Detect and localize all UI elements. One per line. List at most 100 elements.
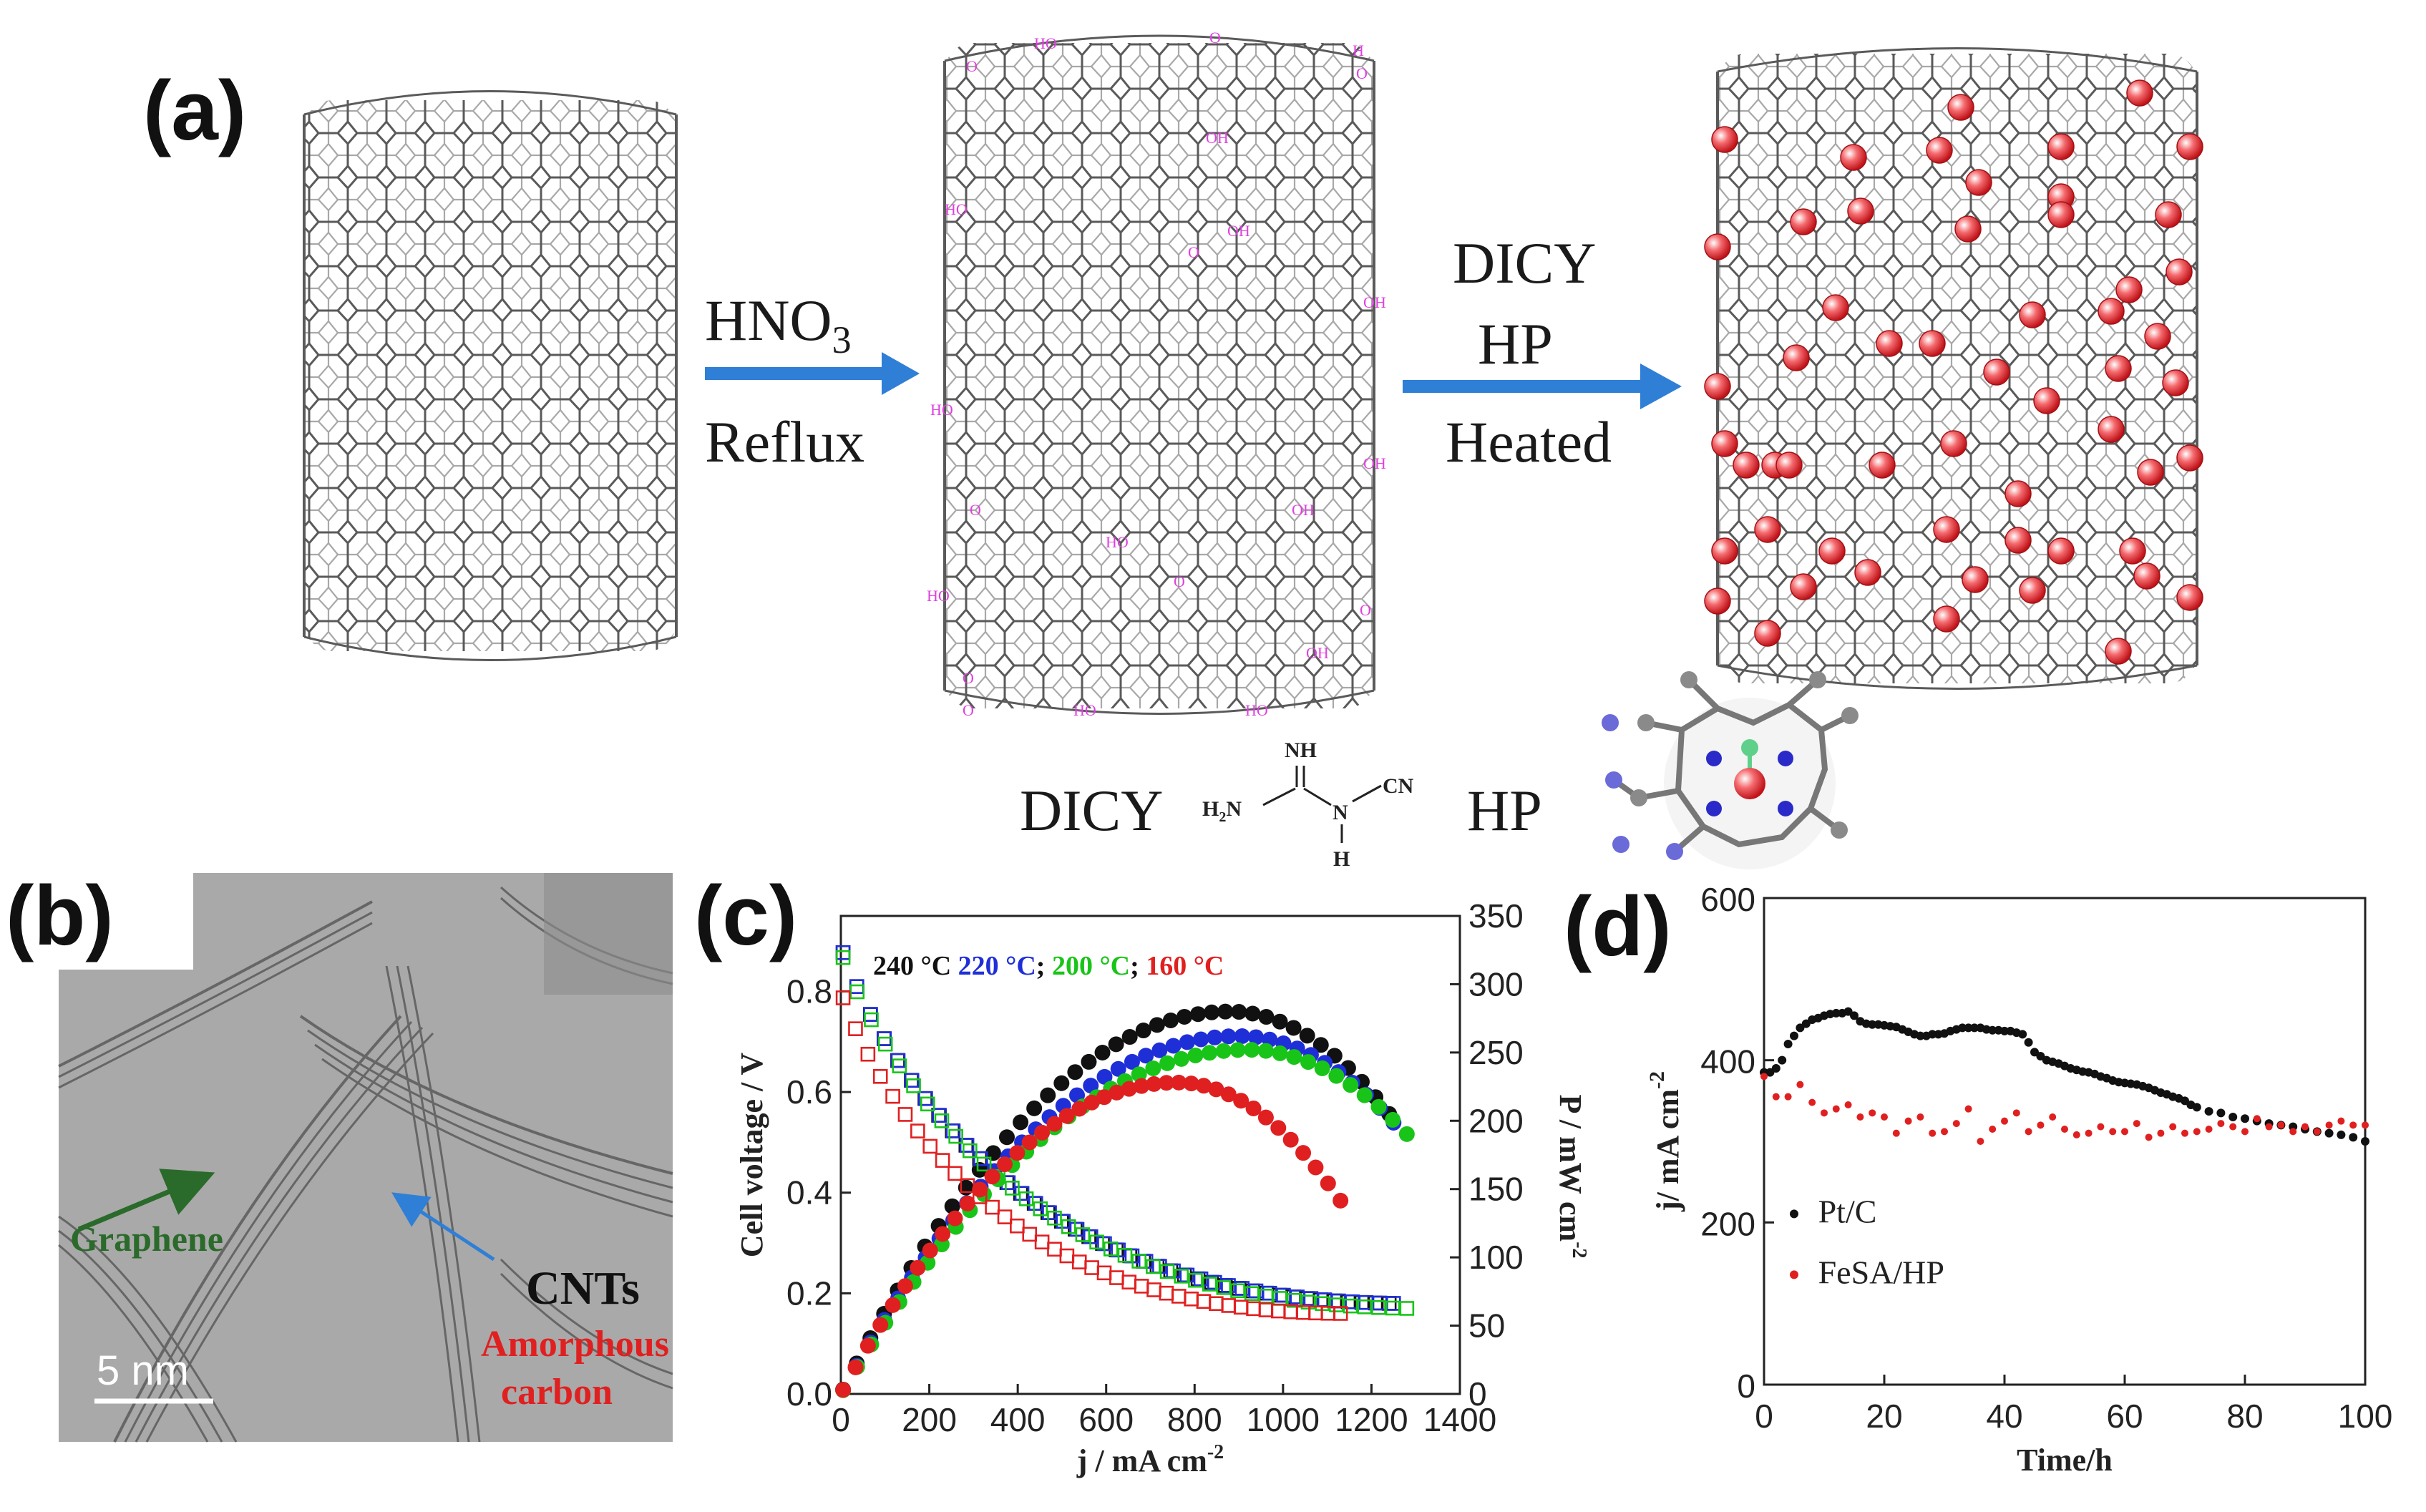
voltage-point: [935, 1153, 950, 1168]
fe-atom-sphere: [1783, 344, 1810, 371]
voltage-point: [1174, 1269, 1189, 1284]
power-point: [996, 1156, 1013, 1173]
fe-atom-sphere: [2115, 276, 2143, 303]
voltage-point: [1075, 1227, 1091, 1242]
power-point: [1244, 1042, 1260, 1058]
voltage-point: [1371, 1299, 1386, 1315]
legend-entry: ;: [1130, 951, 1146, 981]
y-left-tick-label: 0.8: [786, 972, 832, 1010]
voltage-point: [948, 1128, 963, 1144]
voltage-point: [848, 1021, 863, 1036]
power-point: [1314, 1060, 1330, 1076]
functional-group-label: O: [1209, 29, 1221, 47]
power-point: [935, 1226, 951, 1242]
power-point: [1058, 1108, 1075, 1124]
y-right-tick-label: 250: [1468, 1034, 1524, 1071]
fe-atom-sphere: [2119, 537, 2146, 565]
functional-group-label: O: [1174, 572, 1185, 590]
power-point: [1257, 1043, 1274, 1059]
voltage-point: [1188, 1272, 1203, 1288]
amorphous-label-1: Amorphous: [481, 1324, 669, 1365]
graphene-arrow: [77, 1169, 215, 1232]
data-point: [1892, 1129, 1900, 1137]
data-point: [1778, 1055, 1787, 1065]
power-point: [1083, 1094, 1100, 1111]
fe-atom-sphere: [2004, 480, 2032, 507]
data-point: [1850, 1011, 1859, 1020]
data-point: [2361, 1137, 2369, 1146]
voltage-point: [885, 1088, 900, 1104]
power-point: [1207, 1029, 1223, 1045]
power-point: [1343, 1077, 1359, 1093]
voltage-point: [1399, 1301, 1415, 1316]
voltage-point: [904, 1073, 920, 1088]
voltage-point: [849, 979, 864, 994]
y-left-tick-label: 0.4: [786, 1174, 832, 1211]
x-tick-label: 1400: [1423, 1401, 1496, 1438]
power-point: [1307, 1159, 1324, 1176]
power-point: [1299, 1028, 1315, 1044]
fe-atom-sphere: [1947, 94, 1974, 121]
power-point: [1328, 1068, 1345, 1084]
power-point: [1146, 1076, 1162, 1092]
fe-atom-sphere: [1854, 559, 1881, 586]
y-right-axis-label-sup: -2: [1568, 1242, 1590, 1258]
data-point: [1868, 1020, 1877, 1029]
voltage-point: [1221, 1298, 1237, 1313]
power-point: [1272, 1013, 1288, 1030]
y-axis-label: j/ mA cm-2: [1645, 1071, 1685, 1212]
panel-b-label-bg: [0, 862, 193, 970]
power-point: [872, 1317, 889, 1333]
voltage-point: [1047, 1242, 1062, 1257]
y-right-tick-label: 200: [1468, 1102, 1524, 1139]
data-point: [1783, 1040, 1793, 1048]
power-point: [1270, 1120, 1287, 1136]
power-point: [1171, 1074, 1187, 1091]
fe-atom-sphere: [1926, 137, 1953, 164]
voltage-point: [1089, 1234, 1104, 1250]
data-point: [1771, 1064, 1780, 1073]
power-point: [1215, 1043, 1232, 1059]
functional-group-label: HO: [1073, 701, 1096, 719]
voltage-point: [1109, 1270, 1124, 1285]
data-point: [1916, 1113, 1924, 1121]
voltage-point: [1022, 1226, 1038, 1242]
functional-group-label: HO: [1034, 34, 1057, 52]
panel-d: (d) 0 20 40 60 80 100 0 200 400 600 Time/h j/ mA cm…: [1564, 879, 2392, 1478]
functional-group-label: O: [963, 669, 974, 687]
hp-molecule: [1602, 671, 1859, 869]
fe-atom-sphere: [1983, 359, 2010, 386]
chart-c-legend: 240 °C 220 °C; 200 °C; 160 °C: [873, 951, 1224, 981]
voltage-point: [1300, 1294, 1316, 1309]
fe-atom-sphere: [2033, 387, 2060, 414]
power-point: [1046, 1116, 1063, 1132]
voltage-point: [849, 979, 864, 995]
functional-group-label: H: [1353, 42, 1364, 59]
data-point: [2169, 1123, 2177, 1131]
y-left-tick-label: 0.0: [786, 1375, 832, 1413]
functional-group-label: OH: [1206, 129, 1229, 147]
power-point: [1217, 1003, 1234, 1020]
voltage-point: [922, 1138, 938, 1154]
voltage-point: [1159, 1264, 1175, 1279]
voltage-point: [1357, 1299, 1373, 1315]
data-point: [1869, 1109, 1876, 1117]
data-point: [2228, 1113, 2238, 1121]
power-point: [947, 1210, 963, 1226]
fe-atom-sphere: [2047, 133, 2075, 160]
chart-d: 0 20 40 60 80 100 0 200 400 600 Time/h j/ mA cm-2 Pt…: [1645, 881, 2392, 1478]
data-point: [2229, 1123, 2237, 1131]
fe-atom-sphere: [1775, 452, 1803, 479]
y-left-tick-label: 0.2: [786, 1274, 832, 1312]
x-tick-label: 1000: [1247, 1401, 1320, 1438]
data-point: [1796, 1081, 1804, 1088]
data-point: [2217, 1120, 2225, 1128]
data-point: [1760, 1073, 1768, 1081]
x-axis-label-sup: -2: [1207, 1441, 1224, 1463]
legend-entry: 240 °C: [873, 951, 958, 981]
fe-atom-sphere: [1704, 587, 1731, 615]
fe-atom-sphere: [1869, 452, 1896, 479]
power-point: [1312, 1037, 1329, 1053]
voltage-point: [918, 1091, 933, 1106]
fe-atom-sphere: [2105, 638, 2132, 665]
